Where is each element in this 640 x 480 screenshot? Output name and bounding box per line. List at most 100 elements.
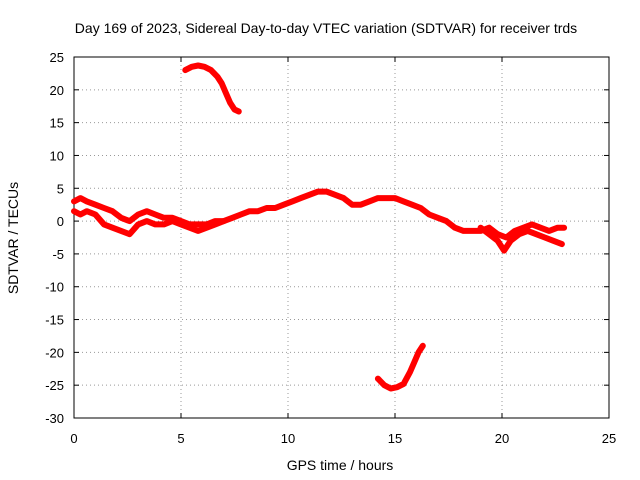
data-point <box>426 212 432 217</box>
data-point <box>161 215 167 221</box>
data-point <box>341 195 347 201</box>
data-point <box>542 235 548 240</box>
series-group <box>71 62 568 392</box>
data-point <box>77 195 83 201</box>
data-point <box>533 231 539 237</box>
data-point <box>407 369 413 375</box>
data-point <box>315 189 321 195</box>
data-point <box>127 218 133 224</box>
data-point <box>229 215 235 221</box>
data-point <box>332 192 338 198</box>
data-point <box>411 359 417 365</box>
data-point <box>538 225 543 231</box>
y-axis-label: SDTVAR / TECUs <box>5 182 21 294</box>
x-tick-label: 5 <box>177 431 184 446</box>
data-point <box>394 384 400 390</box>
data-point <box>110 225 115 231</box>
data-point <box>298 195 304 201</box>
data-point <box>508 238 514 244</box>
series-line-main <box>71 188 568 241</box>
data-point <box>247 208 252 214</box>
data-point <box>204 225 210 231</box>
data-point <box>418 205 424 211</box>
data-point <box>221 218 227 224</box>
data-point <box>516 231 522 237</box>
data-point <box>92 212 98 217</box>
data-point <box>264 205 270 211</box>
data-point <box>392 195 398 201</box>
y-tick-label: -20 <box>45 345 64 360</box>
data-point <box>182 67 188 73</box>
y-tick-label: 0 <box>57 214 64 229</box>
data-point <box>71 208 77 214</box>
data-point <box>238 212 244 217</box>
chart-title: Day 169 of 2023, Sidereal Day-to-day VTE… <box>75 20 577 36</box>
y-tick-label: -10 <box>45 280 64 295</box>
data-point <box>178 221 184 227</box>
data-point <box>135 221 141 227</box>
data-point <box>189 64 195 70</box>
data-point <box>550 238 556 244</box>
data-point <box>101 221 107 227</box>
data-point <box>529 221 535 227</box>
data-point <box>272 205 278 211</box>
data-point <box>281 202 287 208</box>
data-point <box>202 64 207 70</box>
x-axis-label: GPS time / hours <box>287 457 394 473</box>
data-point <box>195 63 201 68</box>
data-point <box>561 225 567 231</box>
data-point <box>512 228 518 234</box>
data-point <box>144 218 150 224</box>
y-tick-label: 15 <box>50 116 64 131</box>
y-axis: -30 -25 -20 -15 -10 -5 0 5 10 15 20 25 <box>45 50 609 426</box>
data-point <box>416 349 421 355</box>
data-point <box>214 74 220 80</box>
y-tick-label: 5 <box>57 181 64 196</box>
x-tick-label: 0 <box>70 431 77 446</box>
data-point <box>375 376 381 382</box>
data-point <box>71 198 77 204</box>
x-tick-label: 20 <box>495 431 509 446</box>
data-point <box>324 189 329 195</box>
data-point <box>461 228 466 234</box>
data-point <box>169 218 175 224</box>
y-tick-label: 20 <box>50 83 64 98</box>
data-point <box>289 198 295 204</box>
data-point <box>388 386 394 391</box>
data-point <box>366 198 372 204</box>
data-point <box>443 218 449 224</box>
data-point <box>452 225 458 231</box>
x-tick-label: 25 <box>602 431 616 446</box>
data-point <box>84 198 90 204</box>
data-point <box>503 235 509 240</box>
data-point <box>349 202 355 208</box>
data-point <box>383 195 389 201</box>
data-point <box>469 228 475 234</box>
x-tick-label: 10 <box>281 431 295 446</box>
x-axis: 0 5 10 15 20 25 <box>70 57 616 446</box>
data-point <box>306 192 312 198</box>
data-point <box>501 248 507 254</box>
data-point <box>223 90 229 96</box>
data-point <box>144 208 150 214</box>
y-tick-label: -15 <box>45 313 64 328</box>
data-point <box>152 212 158 217</box>
data-point <box>219 80 225 86</box>
data-point <box>525 228 531 234</box>
data-point <box>486 225 492 231</box>
y-tick-label: 25 <box>50 50 64 65</box>
data-point <box>232 107 237 112</box>
data-point <box>152 221 158 227</box>
data-point <box>161 221 167 227</box>
data-point <box>212 221 218 227</box>
data-point <box>486 231 492 237</box>
y-tick-label: 10 <box>50 148 64 163</box>
data-point <box>478 225 484 231</box>
data-point <box>358 202 364 208</box>
data-point <box>381 382 387 388</box>
grid <box>74 57 609 418</box>
data-point <box>555 225 561 231</box>
data-point <box>110 208 115 214</box>
data-point <box>135 212 141 217</box>
